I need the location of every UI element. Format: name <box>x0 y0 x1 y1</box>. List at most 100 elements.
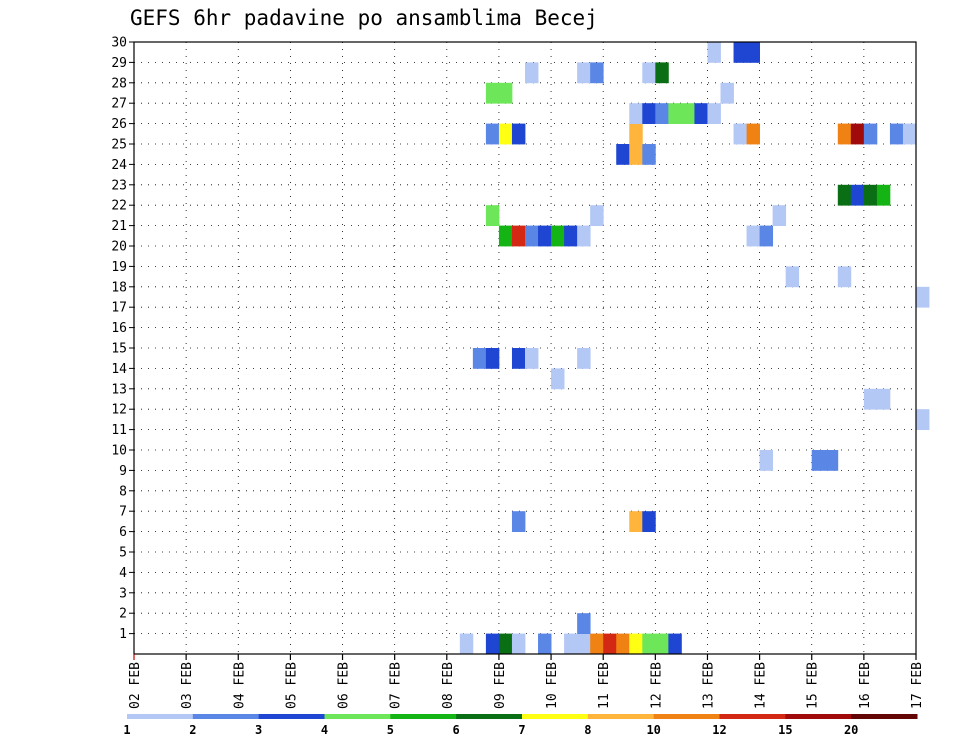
colorbar-label: 10 <box>646 723 660 737</box>
x-tick-label: 07 FEB <box>389 662 404 709</box>
precip-cell <box>707 42 721 63</box>
precip-cell <box>824 450 839 471</box>
precip-cell <box>733 42 747 63</box>
x-tick-label: 08 FEB <box>441 662 456 709</box>
x-tick-label: 10 FEB <box>545 662 560 709</box>
precip-cell <box>590 633 604 655</box>
precip-cell <box>498 633 513 655</box>
colorbar-swatch <box>390 714 457 719</box>
y-tick-label: 1 <box>119 627 127 642</box>
precip-cell <box>694 103 708 124</box>
precip-cell <box>629 103 643 124</box>
y-tick-label: 19 <box>111 260 127 275</box>
precip-cell <box>498 123 513 145</box>
precip-cell <box>837 184 852 206</box>
colorbar-swatch <box>258 714 325 719</box>
colorbar-swatch <box>719 714 786 719</box>
precip-cell <box>525 348 539 369</box>
precip-cell <box>564 633 578 655</box>
precip-cell <box>837 123 852 145</box>
precip-cell <box>590 205 604 226</box>
precip-cell <box>668 103 682 124</box>
precip-cell <box>485 205 500 226</box>
precip-cell <box>889 123 904 145</box>
colorbar-swatch <box>653 714 720 719</box>
x-tick-label: 02 FEB <box>128 662 143 709</box>
precip-cell <box>655 62 669 84</box>
precip-cell <box>577 225 591 247</box>
precip-cell <box>498 82 513 104</box>
precip-cell <box>590 62 604 84</box>
precip-cell <box>707 103 721 124</box>
precip-cell <box>720 82 734 104</box>
y-tick-label: 15 <box>111 342 127 357</box>
y-tick-label: 29 <box>111 56 127 71</box>
precip-cell <box>785 266 800 288</box>
colorbar-label: 4 <box>321 723 328 737</box>
precip-cell <box>876 388 891 410</box>
precip-cell <box>485 82 500 104</box>
precip-cell <box>850 123 865 145</box>
y-tick-label: 8 <box>119 484 127 499</box>
precip-cell <box>642 62 656 84</box>
colorbar-label: 12 <box>712 723 726 737</box>
y-tick-label: 12 <box>111 403 127 418</box>
precip-cell <box>642 511 656 532</box>
colorbar-label: 2 <box>189 723 196 737</box>
precip-cell <box>551 368 565 390</box>
colorbar-swatch <box>587 714 655 719</box>
y-tick-label: 6 <box>119 525 127 540</box>
colorbar-swatch <box>851 714 918 719</box>
x-tick-label: 04 FEB <box>232 662 247 709</box>
precip-cell <box>811 450 826 471</box>
precip-cell <box>850 184 865 206</box>
precip-cell <box>511 633 526 655</box>
y-tick-label: 17 <box>111 301 127 316</box>
x-tick-label: 03 FEB <box>180 662 195 709</box>
y-tick-label: 11 <box>111 423 127 438</box>
colorbar-swatch <box>192 714 260 719</box>
precip-cell <box>538 633 552 655</box>
y-tick-label: 26 <box>111 117 127 132</box>
y-tick-label: 24 <box>111 158 127 173</box>
y-tick-label: 9 <box>119 464 127 479</box>
precip-cell <box>485 123 500 145</box>
precip-cell <box>746 42 760 63</box>
y-tick-label: 23 <box>111 178 127 193</box>
precip-cell <box>577 613 591 634</box>
y-tick-label: 20 <box>111 240 127 255</box>
precip-cell <box>603 633 617 655</box>
precip-cell <box>655 633 669 655</box>
colorbar-swatch <box>324 714 391 719</box>
precip-cell <box>759 450 774 471</box>
x-tick-label: 11 FEB <box>597 662 612 709</box>
x-tick-label: 17 FEB <box>910 662 925 709</box>
y-tick-label: 4 <box>119 566 127 581</box>
precip-cell <box>629 511 643 532</box>
x-axis: 02 FEB 03 FEB 04 FEB 05 FEB 06 FEB 07 FEB 08 F… <box>128 654 925 709</box>
precip-cell <box>863 184 878 206</box>
precip-cell <box>655 103 669 124</box>
y-axis: 1234567891011121314151617181920212223242… <box>111 36 134 642</box>
y-tick-label: 2 <box>119 607 127 622</box>
precip-cell <box>902 123 917 145</box>
precip-cell <box>863 123 878 145</box>
y-tick-label: 28 <box>111 76 127 91</box>
precip-cell <box>772 205 787 226</box>
precip-cell <box>733 123 747 145</box>
precip-cell <box>577 633 591 655</box>
x-tick-label: 12 FEB <box>649 662 664 709</box>
precip-cell <box>916 409 930 430</box>
y-tick-label: 27 <box>111 97 127 112</box>
precip-cell <box>837 266 852 288</box>
precip-cell <box>564 225 578 247</box>
chart-title: GEFS 6hr padavine po ansamblima Becej <box>130 6 598 30</box>
x-tick-label: 15 FEB <box>806 662 821 709</box>
y-tick-label: 18 <box>111 280 127 295</box>
precip-cell <box>485 348 500 369</box>
colorbar-label: 15 <box>778 723 792 737</box>
precip-cell <box>577 62 591 84</box>
x-tick-label: 05 FEB <box>284 662 299 709</box>
colorbar-label: 8 <box>584 723 591 737</box>
